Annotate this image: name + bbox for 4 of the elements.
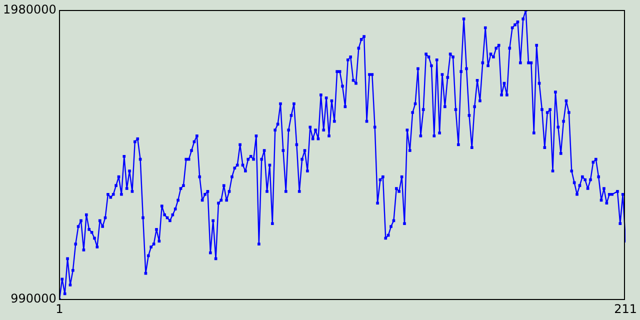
y-tick-label: 990000: [10, 292, 56, 306]
y-tick-label: 1980000: [2, 2, 56, 16]
x-tick-label: 211: [614, 302, 637, 316]
x-tick-label: 1: [56, 302, 64, 316]
